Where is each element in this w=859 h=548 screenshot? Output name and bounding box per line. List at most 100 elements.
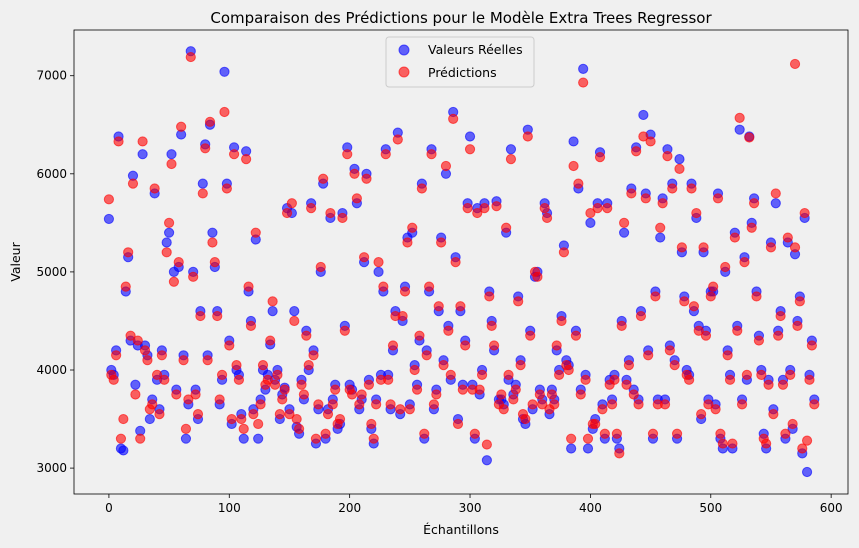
predicted-point xyxy=(436,237,447,248)
predicted-point xyxy=(281,207,293,219)
actual-point xyxy=(585,217,596,228)
legend-box xyxy=(385,36,535,88)
y-tick-label: 3000 xyxy=(36,461,67,475)
predicted-point xyxy=(428,399,440,410)
predicted-point xyxy=(139,345,151,356)
predicted-point xyxy=(691,207,702,219)
predicted-point xyxy=(279,384,290,395)
predicted-point xyxy=(532,271,543,282)
predicted-point xyxy=(334,413,346,425)
predicted-point xyxy=(426,149,437,160)
actual-point xyxy=(118,445,129,456)
predicted-point xyxy=(257,360,269,371)
predicted-point xyxy=(638,131,649,142)
predicted-point xyxy=(799,207,810,219)
predicted-point xyxy=(777,379,789,390)
predicted-point xyxy=(255,399,266,410)
predicted-point xyxy=(457,384,468,395)
actual-point xyxy=(166,149,177,160)
actual-point xyxy=(163,227,175,238)
predicted-point xyxy=(113,136,124,147)
predicted-point xyxy=(501,222,512,233)
legend-label-actual: Valeurs Réelles xyxy=(428,42,523,57)
predicted-point xyxy=(712,193,724,204)
predicted-point xyxy=(647,428,659,439)
predicted-point xyxy=(383,374,394,385)
actual-point xyxy=(801,466,813,478)
predicted-point xyxy=(522,131,533,142)
predicted-point xyxy=(448,113,459,124)
predicted-point xyxy=(708,281,719,292)
predicted-point xyxy=(274,409,285,420)
legend-marker-actual xyxy=(398,44,410,56)
predicted-point xyxy=(166,158,177,170)
predicted-point xyxy=(414,330,425,341)
predicted-point xyxy=(554,369,565,381)
x-tick-label: 600 xyxy=(820,501,843,515)
predicted-point xyxy=(787,418,798,430)
predicted-point xyxy=(729,232,740,243)
predicted-point xyxy=(765,242,777,253)
predicted-point xyxy=(539,203,550,214)
predicted-point xyxy=(443,325,454,336)
predicted-point xyxy=(171,389,182,400)
predicted-point xyxy=(286,198,297,209)
actual-point xyxy=(267,306,278,317)
actual-point xyxy=(734,124,745,135)
predicted-point xyxy=(770,188,781,199)
predicted-point xyxy=(241,153,252,165)
predicted-point xyxy=(809,399,820,410)
predicted-point xyxy=(216,369,228,381)
predicted-point xyxy=(606,399,618,410)
predicted-point xyxy=(161,247,172,258)
predicted-point xyxy=(378,281,389,292)
predicted-point xyxy=(207,237,218,248)
predicted-point xyxy=(797,443,808,454)
predicted-point xyxy=(710,404,721,415)
actual-point xyxy=(578,63,589,74)
predicted-point xyxy=(159,374,170,385)
predicted-point xyxy=(185,51,196,63)
predicted-point xyxy=(308,350,319,361)
predicted-point xyxy=(736,399,748,410)
legend: Valeurs Réelles Prédictions xyxy=(385,36,535,88)
predicted-point xyxy=(371,399,382,410)
predicted-point xyxy=(491,201,502,212)
predicted-point xyxy=(349,168,360,179)
predicted-point xyxy=(315,261,326,273)
predicted-point xyxy=(363,379,375,390)
predicted-point xyxy=(609,374,620,385)
actual-point xyxy=(130,379,141,390)
predicted-point xyxy=(411,384,423,395)
predicted-point xyxy=(782,232,793,243)
predicted-point xyxy=(527,399,538,410)
x-tick-label: 100 xyxy=(218,501,241,515)
predicted-point xyxy=(250,227,261,238)
predicted-point xyxy=(118,413,129,425)
predicted-point xyxy=(789,58,801,70)
predicted-point xyxy=(358,252,370,263)
predicted-point xyxy=(556,315,567,327)
predicted-point xyxy=(486,320,497,331)
actual-point xyxy=(674,153,685,165)
predicted-point xyxy=(566,433,577,444)
predicted-point xyxy=(419,428,430,439)
predicted-point xyxy=(322,409,334,420)
y-tick-label: 5000 xyxy=(36,265,67,279)
predicted-point xyxy=(496,389,507,400)
predicted-point xyxy=(775,310,786,322)
predicted-point xyxy=(115,433,127,444)
predicted-point xyxy=(806,340,817,351)
predicted-point xyxy=(614,448,625,459)
predicted-point xyxy=(204,116,216,127)
actual-point xyxy=(144,413,155,425)
predicted-point xyxy=(192,409,204,420)
chart-title: Comparaison des Prédictions pour le Modè… xyxy=(210,9,712,27)
predicted-point xyxy=(151,369,163,381)
predicted-point xyxy=(168,276,180,287)
predicted-point xyxy=(720,261,731,273)
x-axis-label: Échantillons xyxy=(423,522,499,537)
predicted-point xyxy=(626,188,637,199)
predicted-point xyxy=(724,374,736,385)
predicted-point xyxy=(351,193,362,204)
